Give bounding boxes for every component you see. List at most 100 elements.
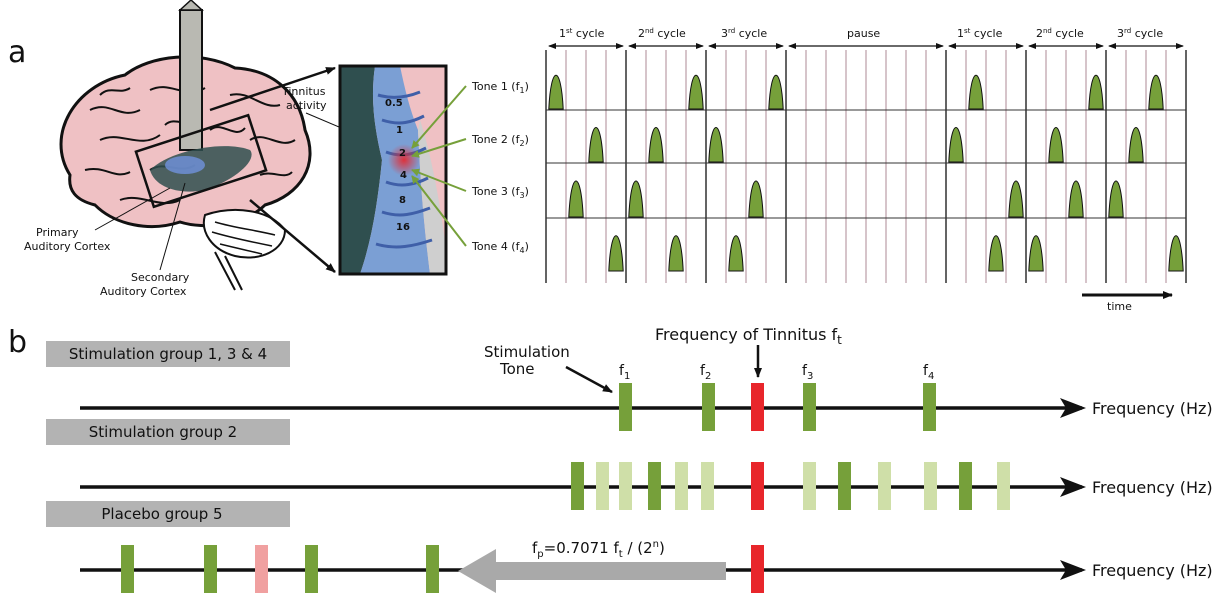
tone-bar-light [878, 462, 891, 510]
zoom-arrow-bottom [249, 199, 336, 273]
tone-bar-f1 [619, 383, 632, 431]
tone-pulse [1008, 180, 1024, 218]
tone-pulse [708, 127, 724, 163]
tone-pulse [588, 127, 604, 163]
tone-bar-light [596, 462, 609, 510]
tone-bar-light [619, 462, 632, 510]
group-box-2 [46, 419, 290, 445]
tone-bar-f2 [702, 383, 715, 431]
tone-4-pointer [411, 175, 467, 247]
band-label: 4 [400, 170, 407, 181]
tone-pulse [768, 75, 784, 110]
primary-cortex-pointer [94, 187, 171, 231]
placebo-tone-bar [305, 545, 318, 593]
primary-cortex-label-2: Auditory Cortex [24, 240, 111, 253]
group-box-3 [46, 501, 290, 527]
tone-pulse [1028, 235, 1044, 272]
tone-1-pointer [411, 85, 467, 149]
time-label: time [1107, 300, 1132, 313]
frequency-axis-1-label: Frequency (Hz) [1092, 399, 1213, 418]
tone-bar-light [997, 462, 1010, 510]
tone-pulse [688, 75, 704, 110]
frequency-axis-2-arrowhead [1060, 477, 1086, 497]
cycle-label-5: 2nd cycle [1036, 27, 1084, 40]
tone-2-label: Tone 2 (f2) [471, 133, 529, 148]
tone-bar [571, 462, 584, 510]
tone-pulse [1168, 235, 1184, 272]
tinnitus-bar [751, 383, 764, 431]
tone-pulse [728, 235, 744, 272]
tinnitus-bar [751, 545, 764, 593]
frequency-axis-3-arrowhead [1060, 560, 1086, 580]
tone-bar-f4 [923, 383, 936, 431]
tone-pulse [1108, 180, 1124, 218]
placebo-tone-bar [426, 545, 439, 593]
tone-bar-light [675, 462, 688, 510]
tone-1-label: Tone 1 (f1) [471, 80, 529, 95]
pause-label: pause [847, 27, 880, 40]
band-label: 2 [399, 148, 406, 159]
tone-bar [648, 462, 661, 510]
tone-3-label: Tone 3 (f3) [471, 185, 529, 200]
tone-bar [838, 462, 851, 510]
placebo-reference-bar [255, 545, 268, 593]
cycle-label-6: 3rd cycle [1117, 27, 1163, 40]
tone-4-label: Tone 4 (f4) [471, 240, 529, 255]
tone-pulse [628, 180, 644, 218]
frequency-axis-3-label: Frequency (Hz) [1092, 561, 1213, 580]
tone-pulse [648, 127, 664, 163]
placebo-tone-bar [121, 545, 134, 593]
stimulation-tone-arrow [565, 365, 613, 394]
tinnitus-activity-label: Tinnitus [281, 85, 326, 98]
f2-label: f2 [700, 363, 711, 382]
tone-pulse [668, 235, 684, 272]
group-label-3: Placebo group 5 [101, 505, 222, 523]
tone-pulse [988, 235, 1004, 272]
tone-bar-f3 [803, 383, 816, 431]
f4-label: f4 [923, 363, 934, 382]
tone-bar-light [701, 462, 714, 510]
stimulation-tone-label-2: Tone [499, 360, 535, 378]
tinnitus-activity-label-2: activity [286, 99, 327, 112]
tinnitus-bar [751, 462, 764, 510]
placebo-tone-bar [204, 545, 217, 593]
group-box-1 [46, 341, 290, 367]
tone-pulse [1068, 180, 1084, 218]
panel-a-label: a [8, 35, 26, 70]
tone-pulse [748, 180, 764, 218]
brain-illustration [59, 0, 312, 291]
tone-bar-light [924, 462, 937, 510]
group-label-1: Stimulation group 1, 3 & 4 [69, 345, 267, 363]
secondary-cortex-pointer [159, 182, 186, 271]
secondary-cortex-label-2: Auditory Cortex [100, 285, 187, 298]
tone-pulse [1148, 75, 1164, 110]
tone-pulse [968, 75, 984, 110]
cortex-zoom-inset [338, 64, 448, 276]
tone-pulse [568, 180, 584, 218]
cycle-label-3: 3rd cycle [721, 27, 767, 40]
band-label: 8 [399, 195, 406, 206]
stimulation-tone-label: Stimulation [484, 343, 570, 361]
placebo-shift-arrow [458, 549, 726, 593]
frequency-axis-2-label: Frequency (Hz) [1092, 478, 1213, 497]
zoom-arrow-top [209, 66, 336, 112]
tone-bar-light [803, 462, 816, 510]
tone-pulse [948, 127, 964, 163]
tinnitus-frequency-label: Frequency of Tinnitus ft [655, 325, 842, 347]
tone-pulse [608, 235, 624, 272]
band-label: 1 [396, 125, 403, 136]
band-label: 16 [396, 222, 410, 233]
tone-pulse [1088, 75, 1104, 110]
tone-bar [959, 462, 972, 510]
cycle-label-2: 2nd cycle [638, 27, 686, 40]
f3-label: f3 [802, 363, 813, 382]
secondary-cortex-label: Secondary [131, 271, 190, 284]
panel-b-label: b [8, 325, 27, 360]
band-label: 0.5 [385, 98, 403, 109]
placebo-formula: fp=0.7071 ft / (2n) [532, 539, 665, 560]
frequency-axis-1-arrowhead [1060, 398, 1086, 418]
primary-cortex-label: Primary [36, 226, 79, 239]
f1-label: f1 [619, 363, 630, 382]
timing-diagram [545, 43, 1187, 283]
